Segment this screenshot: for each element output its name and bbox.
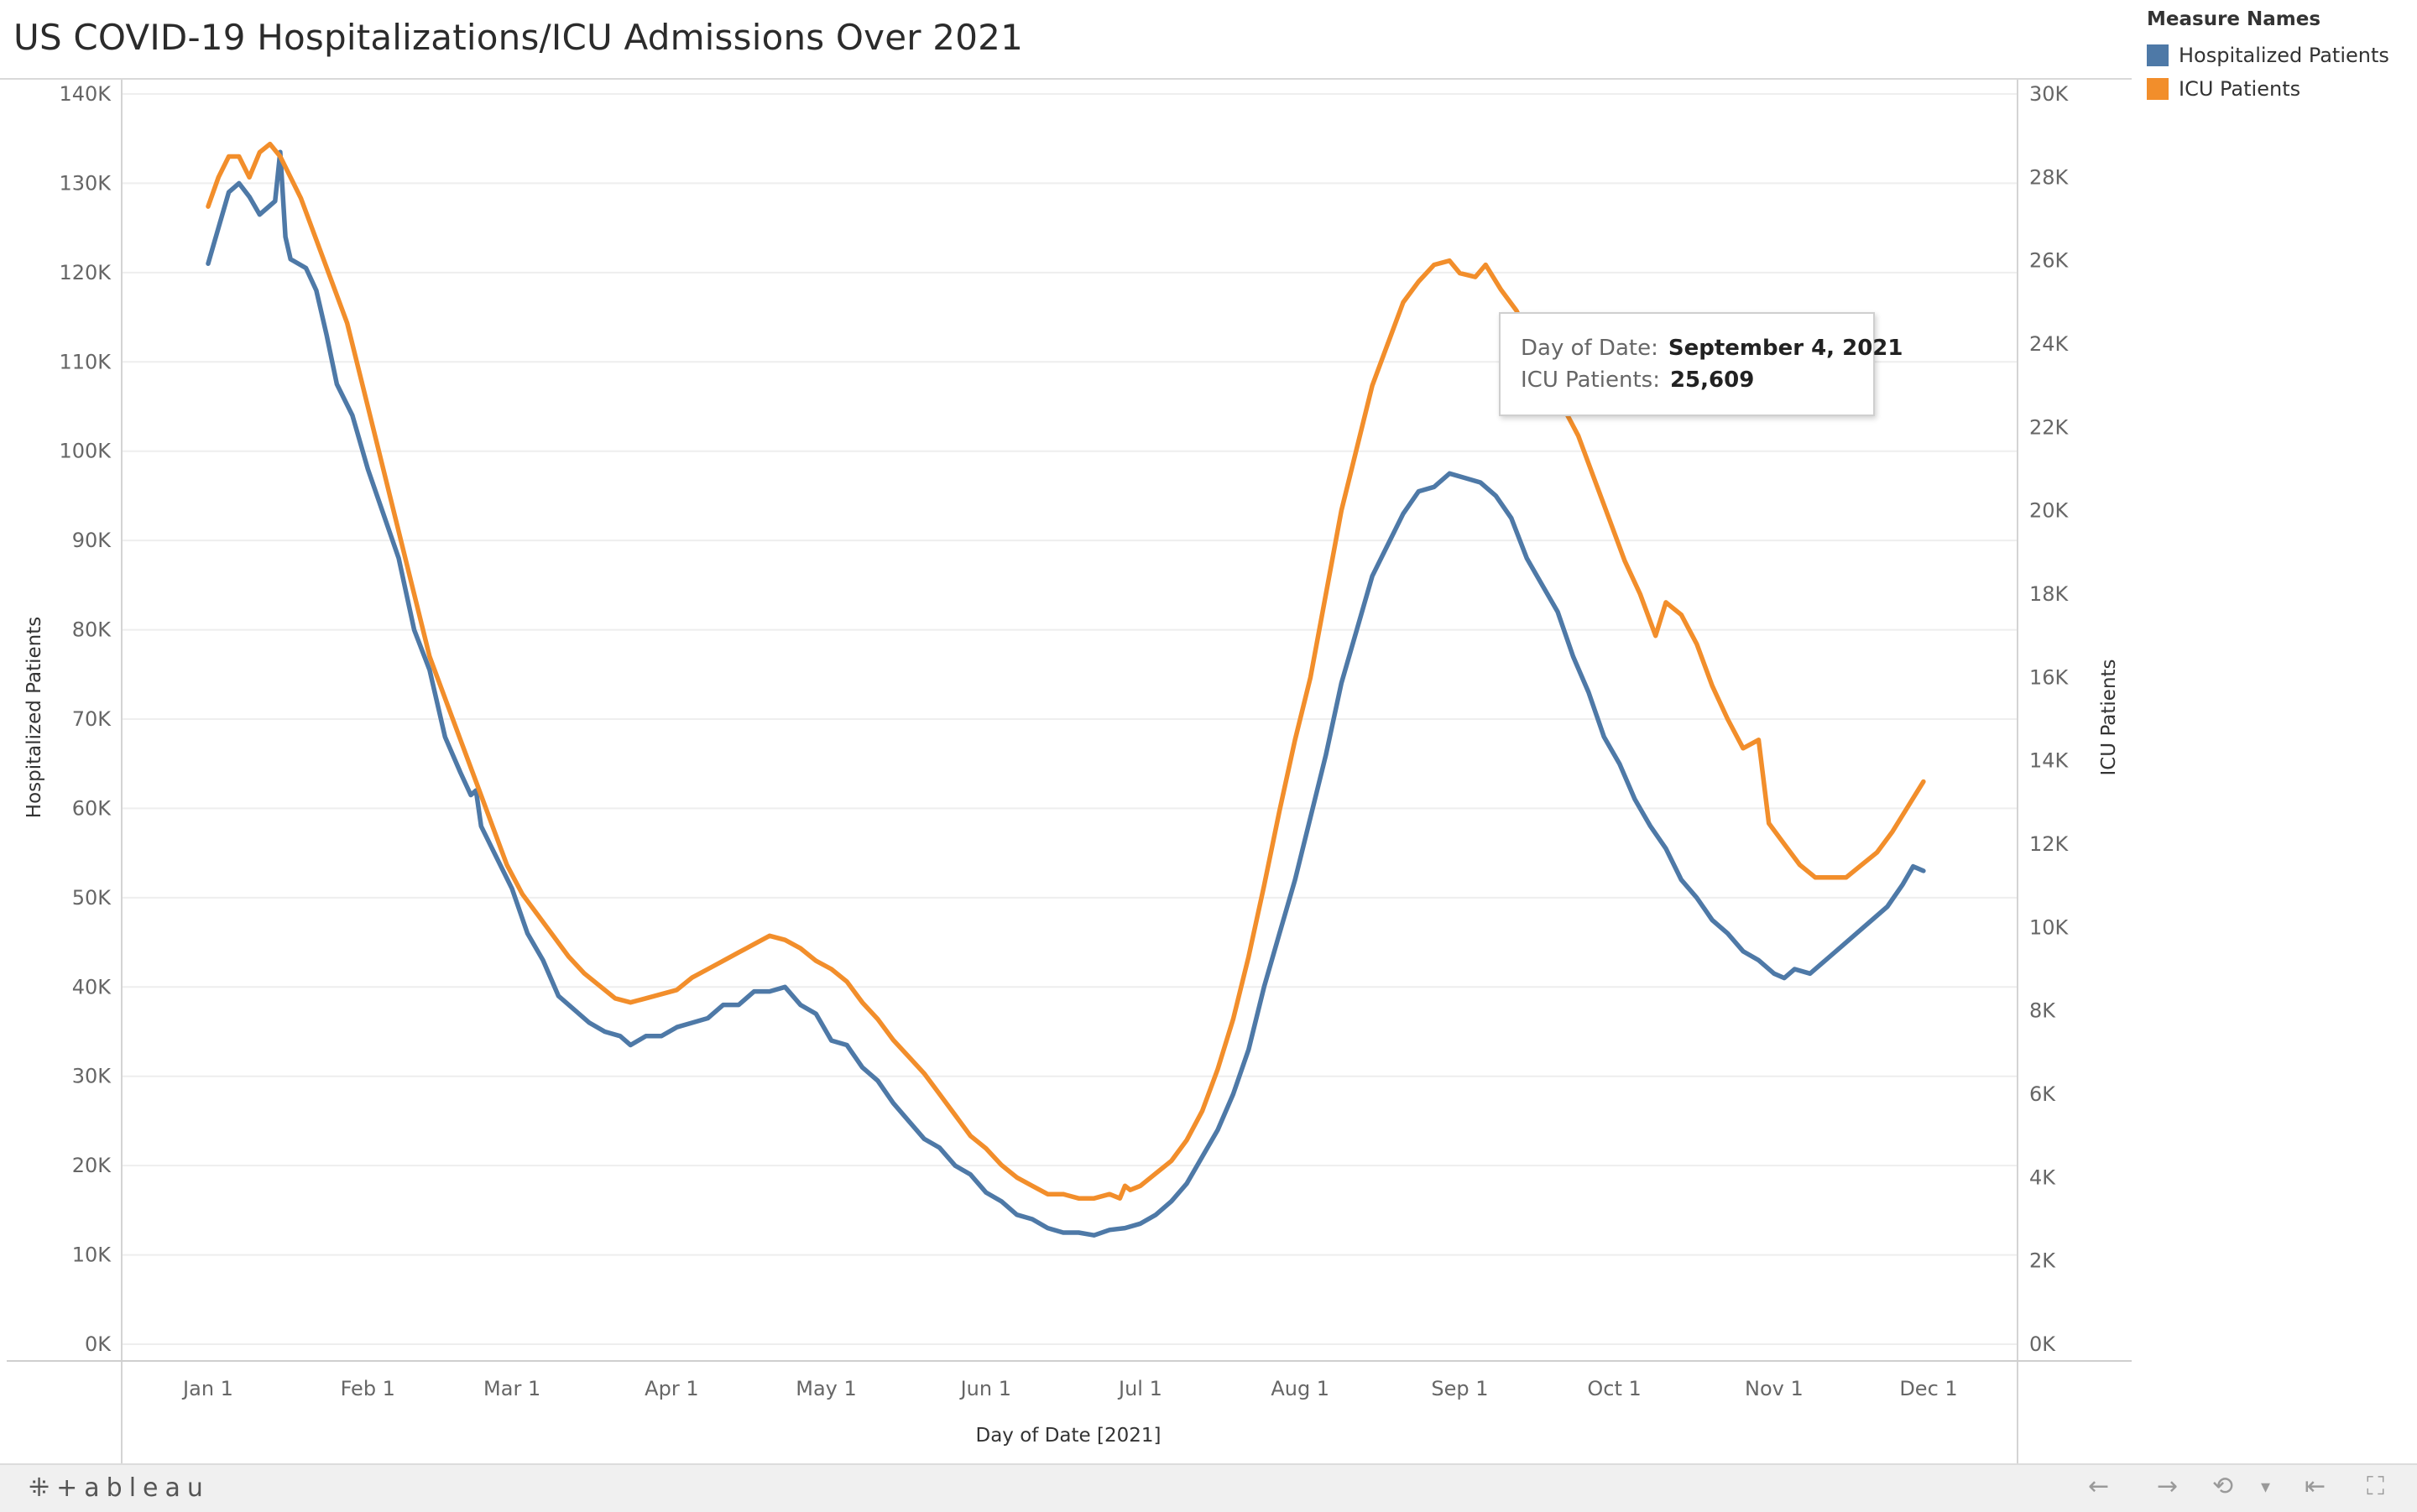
x-ticks: Jan 1 Feb 1 Mar 1 Apr 1 May 1 Jun 1 Jul 1 Aug 1… (181, 1377, 1958, 1400)
tooltip-icu-key: ICU Patients: (1521, 368, 1660, 393)
y-left-tick-label: 0K (85, 1332, 112, 1356)
y-left-tick-label: 40K (72, 975, 112, 998)
tooltip-icu-row: ICU Patients: 25,609 (1521, 364, 1853, 396)
legend-label-hospitalized: Hospitalized Patients (2179, 44, 2389, 67)
redo-icon[interactable]: → (2157, 1472, 2179, 1501)
y-left-tick-label: 60K (72, 796, 112, 820)
x-axis-title: Day of Date [2021] (976, 1425, 1162, 1447)
y-right-tick-label: 16K (2029, 665, 2070, 689)
y-right-tick-label: 0K (2029, 1332, 2056, 1356)
y-right-tick-label: 18K (2029, 582, 2070, 606)
y-right-tick-label: 6K (2029, 1082, 2056, 1106)
series-lines (206, 141, 1926, 1238)
x-tick-label: Nov 1 (1745, 1377, 1804, 1400)
y-right-tick-label: 14K (2029, 749, 2070, 773)
x-tick-label: Aug 1 (1271, 1377, 1329, 1400)
series-line-icu-patients[interactable] (206, 141, 1926, 1201)
y-left-tick-label: 50K (72, 886, 112, 910)
y-right-tick-label: 22K (2029, 415, 2070, 439)
tooltip-date-row: Day of Date: September 4, 2021 (1521, 332, 1903, 364)
gridlines (122, 93, 2018, 1345)
axes (7, 80, 2132, 1463)
line-chart[interactable]: 0K 10K 20K 30K 40K 50K 60K 70K 80K 90K 100K 110K 120… (0, 0, 2132, 1463)
y-left-tick-label: 90K (72, 529, 112, 552)
y-left-tick-label: 20K (72, 1154, 112, 1177)
legend-swatch-icu (2147, 78, 2169, 100)
tableau-logo-text: +ableau (56, 1473, 210, 1503)
y-right-tick-label: 20K (2029, 499, 2070, 523)
tableau-logo[interactable]: ⁜+ableau (29, 1473, 210, 1503)
tooltip-date-key: Day of Date: (1521, 336, 1658, 361)
y-left-axis-title: Hospitalized Patients (23, 617, 45, 818)
tableau-logo-icon: ⁜ (29, 1473, 57, 1503)
x-tick-label: Jul 1 (1117, 1377, 1162, 1400)
y-left-tick-label: 30K (72, 1065, 112, 1088)
legend-label-icu: ICU Patients (2179, 77, 2301, 101)
title-divider (0, 78, 2132, 80)
undo-icon[interactable]: ← (2088, 1472, 2110, 1501)
legend-swatch-hospitalized (2147, 44, 2169, 66)
y-right-tick-label: 24K (2029, 332, 2070, 356)
x-tick-label: Feb 1 (341, 1377, 395, 1400)
y-right-tick-label: 2K (2029, 1249, 2056, 1273)
y-right-axis-title: ICU Patients (2098, 659, 2120, 775)
y-left-tick-label: 140K (59, 82, 112, 106)
x-tick-label: May 1 (796, 1377, 857, 1400)
y-right-tick-label: 8K (2029, 999, 2056, 1023)
x-tick-label: Jun 1 (959, 1377, 1011, 1400)
legend-title: Measure Names (2147, 8, 2321, 30)
y-left-tick-label: 130K (59, 171, 112, 195)
y-right-tick-label: 12K (2029, 832, 2070, 856)
series-line-hospitalized-patients[interactable] (206, 149, 1926, 1238)
x-tick-label: Mar 1 (483, 1377, 540, 1400)
x-tick-label: Oct 1 (1587, 1377, 1641, 1400)
y-right-tick-label: 26K (2029, 249, 2070, 273)
y-left-tick-label: 10K (72, 1243, 112, 1267)
tooltip: Day of Date: September 4, 2021 ICU Patie… (1499, 312, 1903, 416)
y-right-tick-label: 30K (2029, 82, 2070, 106)
x-tick-label: Dec 1 (1899, 1377, 1957, 1400)
y-left-ticks: 0K 10K 20K 30K 40K 50K 60K 70K 80K 90K 100K 110K 120… (59, 82, 112, 1356)
x-tick-label: Sep 1 (1431, 1377, 1488, 1400)
tooltip-date-value: September 4, 2021 (1668, 336, 1903, 361)
x-tick-label: Jan 1 (181, 1377, 233, 1400)
page-title: US COVID-19 Hospitalizations/ICU Admissi… (13, 17, 1023, 58)
y-left-tick-label: 70K (72, 707, 112, 731)
y-right-tick-label: 10K (2029, 915, 2070, 939)
y-right-tick-label: 28K (2029, 165, 2070, 189)
fullscreen-icon[interactable]: ⛶ (2367, 1472, 2384, 1501)
y-right-tick-label: 4K (2029, 1165, 2056, 1189)
legend: Measure Names Hospitalized Patients ICU … (2147, 8, 2415, 106)
y-right-ticks: 0K 2K 4K 6K 8K 10K 12K 14K 16K 18K 20K 22K 24K 26K 28K… (2029, 82, 2070, 1356)
y-left-tick-label: 100K (59, 440, 112, 463)
tableau-toolbar: ⁜+ableau ← → ⟲ ▾ ⇤ ⛶ (0, 1463, 2417, 1512)
y-left-tick-label: 80K (72, 618, 112, 642)
tooltip-icu-value: 25,609 (1669, 368, 1755, 393)
y-left-tick-label: 120K (59, 261, 112, 284)
legend-item-hospitalized[interactable]: Hospitalized Patients (2147, 39, 2415, 72)
revert-icon[interactable]: ⟲ (2212, 1472, 2234, 1501)
dropdown-icon[interactable]: ▾ (2261, 1477, 2271, 1498)
x-tick-label: Apr 1 (645, 1377, 698, 1400)
legend-item-icu[interactable]: ICU Patients (2147, 72, 2415, 106)
back-to-start-icon[interactable]: ⇤ (2305, 1472, 2326, 1501)
y-left-tick-label: 110K (59, 350, 112, 373)
